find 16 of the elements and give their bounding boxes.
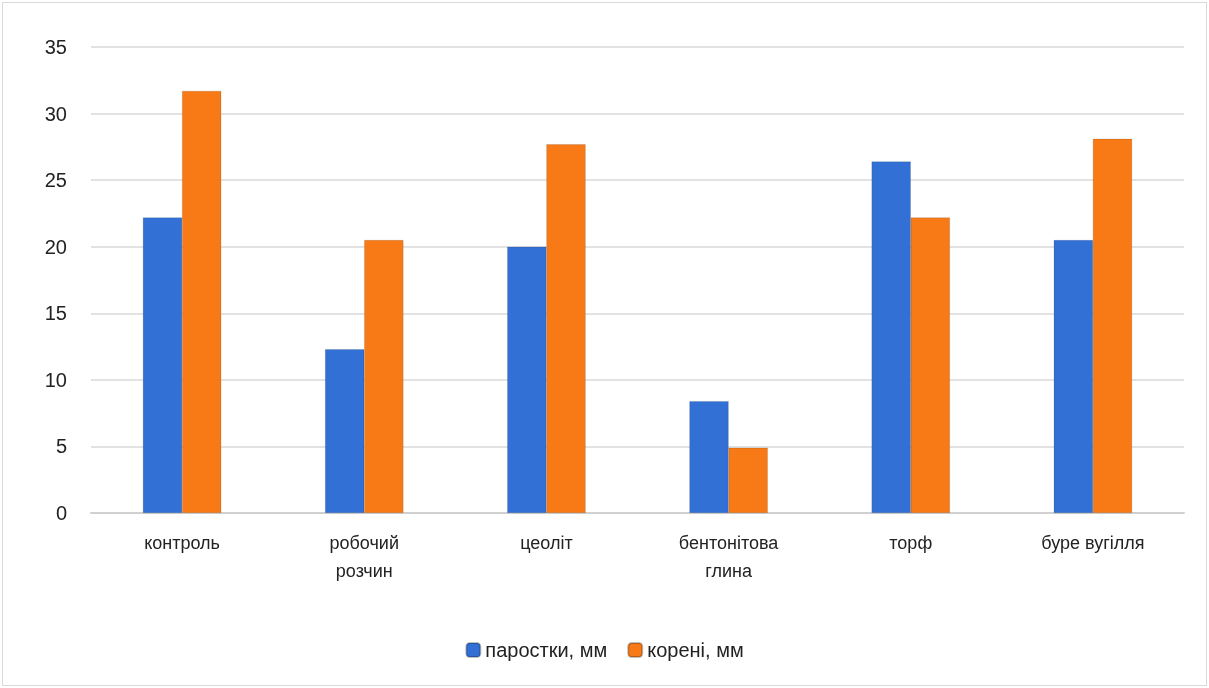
- x-tick-label: робочий розчин: [329, 533, 399, 581]
- x-tick-label: торф: [889, 533, 933, 553]
- legend-label: паростки, мм: [485, 639, 608, 661]
- x-tick-label: бентонітова глина: [678, 533, 780, 581]
- y-tick-label: 30: [44, 102, 67, 125]
- y-tick-label: 15: [44, 302, 67, 325]
- y-tick-label: 10: [44, 368, 67, 391]
- y-tick-label: 20: [44, 235, 67, 258]
- x-tick-label: буре вугілля: [1041, 533, 1145, 553]
- y-tick-label: 0: [55, 502, 67, 524]
- x-tick-label: контроль: [144, 533, 220, 553]
- legend-label: корені, мм: [647, 639, 744, 661]
- y-tick-label: 35: [44, 36, 67, 58]
- y-tick-label: 5: [55, 435, 67, 458]
- y-tick-label: 25: [44, 169, 67, 192]
- x-tick-label: цеоліт: [520, 533, 573, 553]
